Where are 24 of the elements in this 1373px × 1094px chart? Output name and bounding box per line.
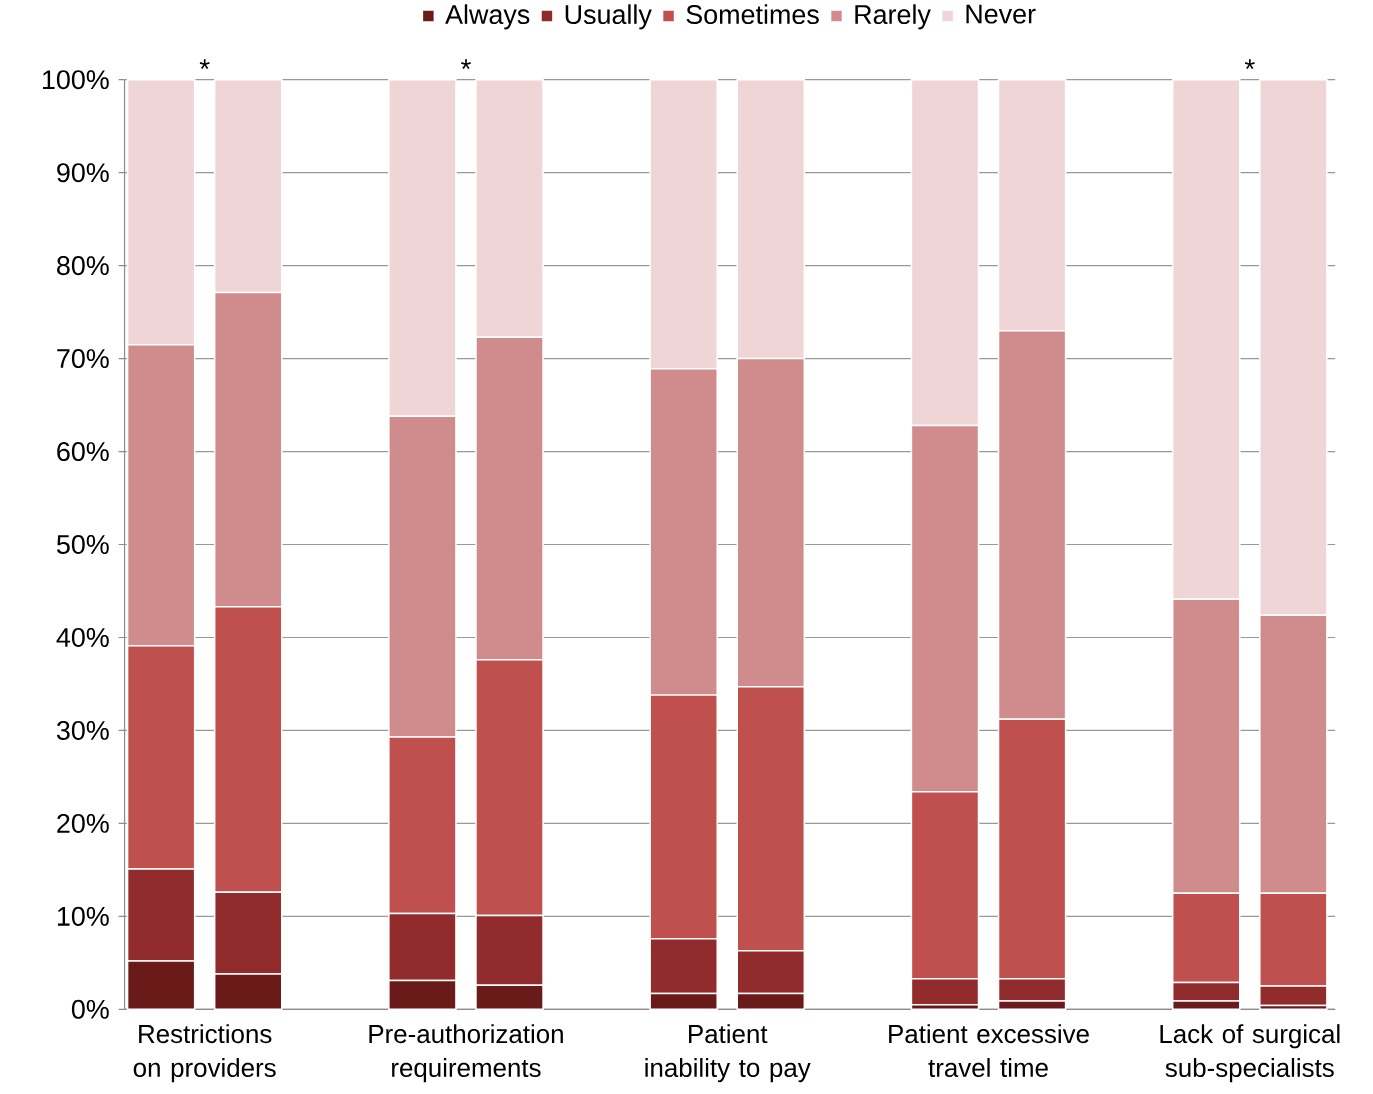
y-tick-label: 90% [57, 163, 109, 183]
text: * [199, 59, 210, 70]
legend-label: Never [966, 4, 1036, 24]
y-tick-label: 100% [42, 70, 109, 90]
text: * [460, 59, 471, 70]
y-tick-label: 20% [57, 813, 109, 833]
y-tick-label: 80% [57, 256, 109, 276]
text: * [1244, 59, 1255, 70]
y-tick-label: 10% [57, 906, 109, 926]
x-tick-label: Patient excessive travel time [889, 1024, 1089, 1078]
y-tick-label: 40% [56, 627, 109, 647]
legend-label: Rarely [855, 4, 931, 30]
x-tick-label: Pre-authorization requirements [369, 1024, 563, 1083]
x-tick-label: Restrictions on providers [133, 1024, 276, 1083]
y-tick-label: 50% [56, 534, 109, 555]
y-tick-label: 60% [57, 442, 109, 462]
x-tick-label: Lack of surgical sub-specialists [1160, 1024, 1340, 1083]
legend-label: Always [445, 4, 530, 30]
y-tick-label: 30% [56, 720, 109, 740]
x-tick-label: Patient inability to pay [645, 1024, 811, 1083]
legend-label: Sometimes [686, 4, 819, 25]
legend-label: Usually [565, 4, 652, 30]
y-tick-label: 70% [57, 349, 109, 369]
y-tick-label: 0% [71, 999, 109, 1019]
